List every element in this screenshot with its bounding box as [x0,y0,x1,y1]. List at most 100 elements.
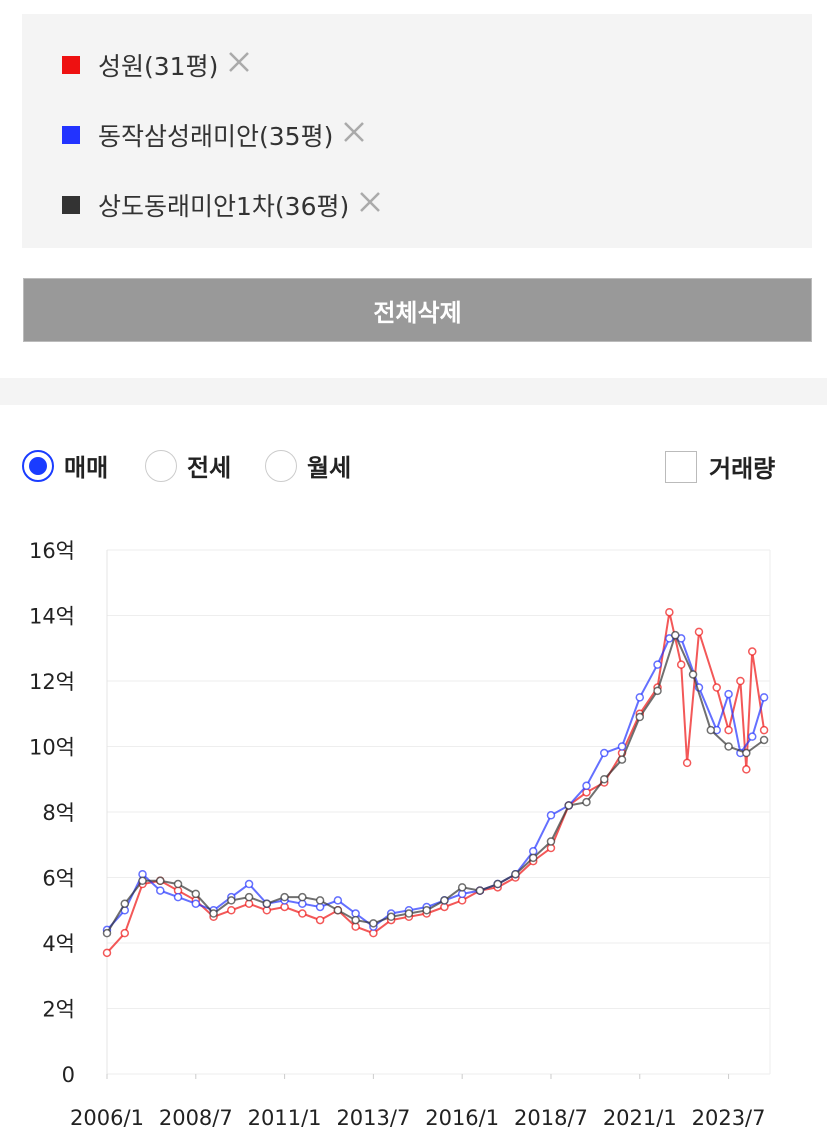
data-point [759,693,769,702]
data-point [688,670,698,679]
legend-swatch [62,196,80,214]
radio-circle[interactable] [22,449,54,482]
data-point [351,915,360,925]
data-point [747,647,757,656]
data-point [742,765,751,774]
data-point [227,906,236,915]
legend-swatch [62,56,80,74]
data-point [191,899,201,908]
legend-swatch [62,126,80,144]
radio-label: 월세 [307,454,352,482]
data-point [600,775,609,784]
legend-item: 동작삼성래미안(35평) [62,115,367,155]
data-point [191,889,201,899]
y-tick-label: 14억 [29,605,75,629]
data-point [724,742,733,751]
data-point [747,732,757,741]
x-tick-label: 2011/1 [248,1106,322,1130]
data-point [564,801,573,810]
data-point [333,896,343,905]
data-point [493,879,502,889]
checkbox[interactable] [665,450,697,483]
remove-icon[interactable] [357,189,383,221]
data-point [404,909,414,918]
legend-label: 상도동래미안1차(36평) [98,192,350,221]
y-tick-label: 10억 [29,736,75,760]
data-point [298,892,307,902]
volume-checkbox[interactable]: 거래량 [665,449,775,484]
data-point [422,906,431,915]
data-point [315,915,325,925]
data-point [617,755,627,764]
data-point [653,660,662,669]
x-tick-label: 2018/7 [514,1106,588,1130]
data-point [528,853,538,863]
y-tick-label: 4억 [42,932,75,956]
data-point [156,876,165,886]
data-point [138,876,147,886]
radio-label: 전세 [187,454,232,482]
data-point [600,748,609,758]
y-tick-label: 2억 [42,998,75,1022]
remove-icon[interactable] [341,119,367,151]
data-point [244,879,254,889]
x-tick-label: 2016/1 [425,1106,499,1130]
remove-icon[interactable] [226,49,252,81]
data-point [227,896,236,905]
radio-option[interactable]: 전세 [145,448,231,483]
legend-label: 동작삼성래미안(35평) [98,122,334,151]
data-point [676,660,686,669]
data-point [209,909,218,918]
radio-circle[interactable] [265,449,297,482]
data-point [671,630,680,640]
series-line [106,637,766,931]
legend-label: 성원(31평) [98,52,219,81]
data-point [736,676,745,686]
x-tick-label: 2006/1 [70,1106,144,1130]
data-point [635,712,645,722]
data-point [617,742,627,751]
data-point [694,627,704,637]
data-point [298,909,307,918]
y-tick-label: 12억 [29,670,75,694]
data-point [724,725,733,735]
data-point [742,748,751,758]
x-tick-label: 2021/1 [603,1106,677,1130]
radio-option[interactable]: 월세 [265,448,351,483]
radio-option[interactable]: 매매 [22,448,108,483]
separator [0,378,827,405]
data-point [244,892,254,902]
data-point [759,725,769,735]
data-point [102,948,112,958]
data-point [156,886,165,895]
data-point [724,689,733,699]
radio-circle[interactable] [145,449,177,482]
data-point [120,928,130,938]
x-tick-label: 2008/7 [159,1106,233,1130]
data-point [582,797,591,807]
data-point [582,781,591,791]
selected-list: 성원(31평) 동작삼성래미안(35평) 상도동래미안1차(36평) [22,14,812,248]
data-point [653,686,662,696]
x-tick-label: 2023/7 [692,1106,766,1130]
legend-item: 성원(31평) [62,45,252,85]
data-point [440,896,449,905]
data-point [712,683,721,692]
data-point [173,879,183,889]
data-point [315,896,325,905]
data-point [665,607,674,617]
data-point [173,892,183,902]
data-point [759,735,769,745]
y-tick-label: 6억 [42,867,75,891]
data-point [635,693,645,702]
data-point [457,883,467,892]
x-tick-label: 2013/7 [336,1106,410,1130]
y-tick-label: 8억 [42,801,75,825]
series-line [106,632,765,934]
data-point [682,758,692,768]
data-point [706,725,716,735]
checkbox-label: 거래량 [709,455,776,483]
data-point [546,837,556,846]
clear-button[interactable]: 전체삭제 [23,278,812,342]
